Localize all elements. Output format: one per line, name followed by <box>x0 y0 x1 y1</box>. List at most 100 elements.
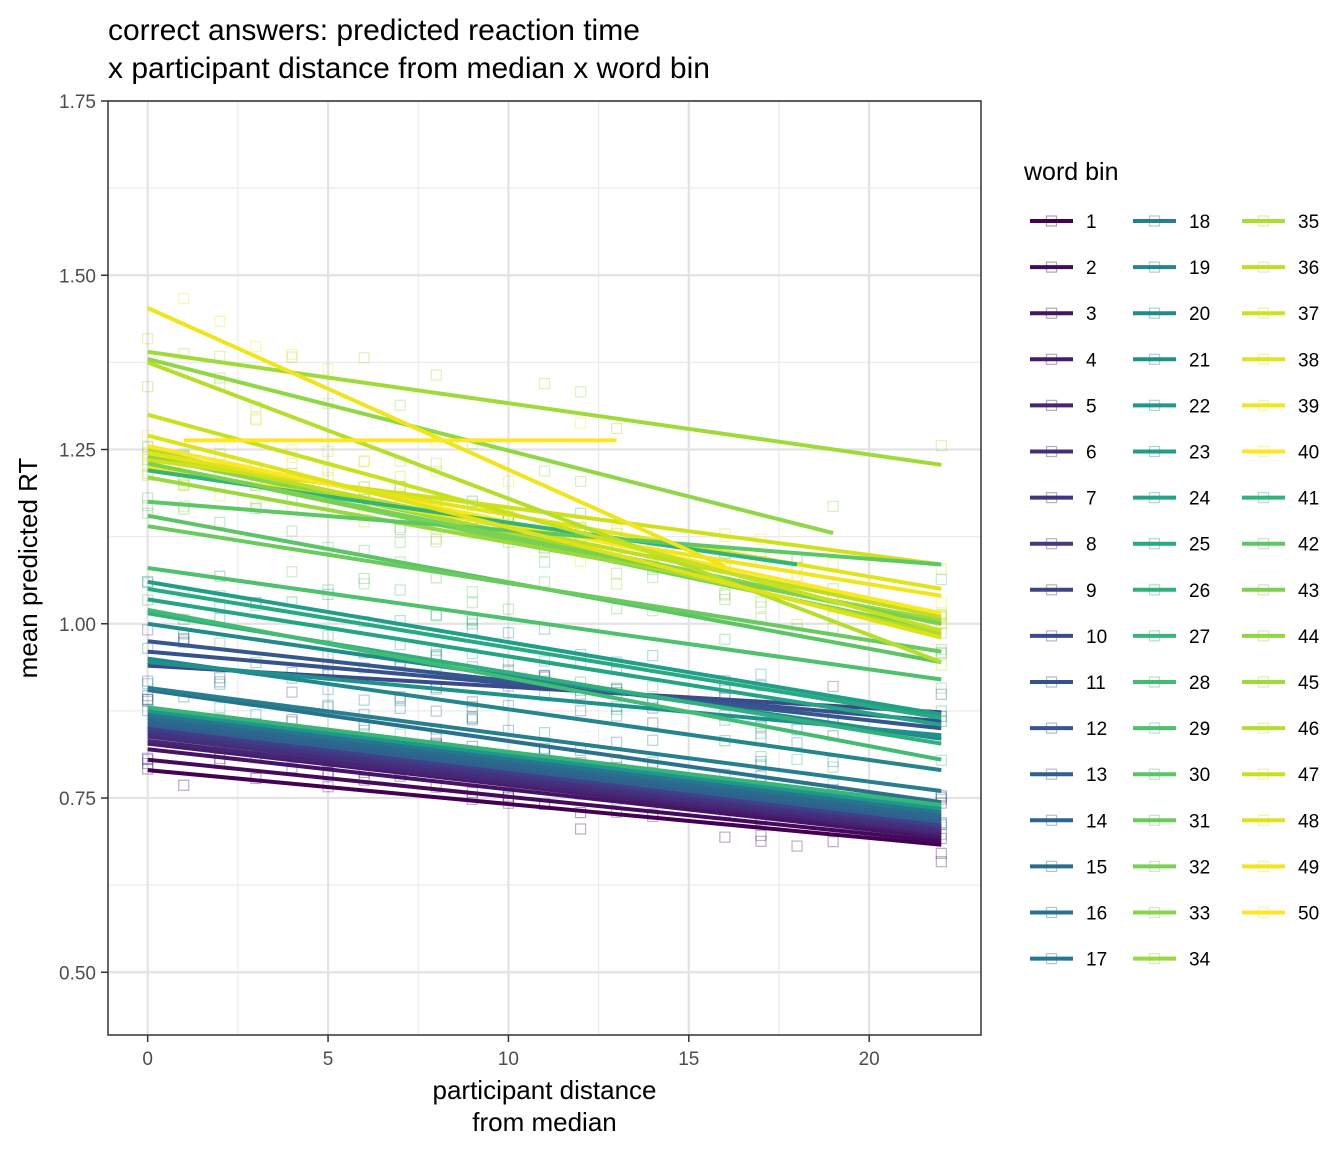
legend-key-point <box>1148 261 1161 273</box>
legend-key-point <box>1257 215 1270 227</box>
series-line-17 <box>147 712 942 814</box>
data-point <box>611 422 623 435</box>
legend-label: 15 <box>1086 857 1107 878</box>
legend-item: 19 <box>1133 258 1210 279</box>
data-point <box>358 662 370 674</box>
x-axis-title: participant distance <box>432 1075 656 1105</box>
series-line-5 <box>147 738 942 835</box>
legend-key-point <box>1045 952 1058 965</box>
data-point <box>755 750 767 763</box>
series-line-15 <box>147 715 942 818</box>
legend-key-point <box>1148 860 1161 873</box>
data-point <box>755 601 767 613</box>
series-line-6 <box>147 734 942 833</box>
legend-key-point <box>1045 630 1058 642</box>
legend-key-point <box>1257 353 1270 365</box>
panel-background <box>108 101 981 1035</box>
y-tick-label: 0.50 <box>59 963 96 984</box>
legend-label: 30 <box>1189 765 1210 786</box>
legend-key-point <box>1045 445 1058 458</box>
legend-key-point <box>1045 307 1058 319</box>
series-line-14 <box>147 719 942 821</box>
data-point <box>502 603 515 615</box>
legend-label: 39 <box>1298 396 1319 417</box>
legend-item: 34 <box>1133 950 1211 971</box>
legend-key-point <box>1148 353 1161 365</box>
data-point <box>214 315 226 327</box>
legend-item: 6 <box>1030 443 1097 464</box>
legend-item: 44 <box>1242 627 1320 648</box>
legend-item: 2 <box>1030 258 1097 279</box>
data-point <box>827 761 839 773</box>
legend-key-point <box>1045 906 1058 919</box>
series-line-9 <box>147 724 942 827</box>
legend-item: 32 <box>1133 857 1210 878</box>
legend-label: 49 <box>1298 857 1319 878</box>
data-point <box>430 705 442 717</box>
legend-item: 33 <box>1133 904 1210 925</box>
data-point <box>142 381 154 393</box>
data-point <box>502 475 515 487</box>
legend-key-point <box>1148 814 1161 826</box>
series-line-46 <box>146 360 943 664</box>
data-point <box>647 681 659 693</box>
legend-key-point <box>1148 676 1161 688</box>
legend-label: 24 <box>1189 489 1211 510</box>
data-point <box>358 352 370 364</box>
legend-item: 5 <box>1030 396 1097 417</box>
data-point <box>142 499 154 512</box>
series-line-3 <box>147 747 942 840</box>
series-line-23 <box>147 579 942 717</box>
data-point <box>250 340 262 353</box>
legend-item: 38 <box>1242 350 1319 371</box>
legend-label: 43 <box>1298 581 1319 602</box>
legend-key-point <box>1148 215 1161 227</box>
legend-key-point <box>1257 492 1270 504</box>
x-tick-label: 15 <box>678 1049 699 1070</box>
data-point <box>538 377 551 390</box>
data-point <box>142 693 154 706</box>
series-line-19 <box>147 656 942 773</box>
data-point <box>827 680 839 693</box>
legend-label: 9 <box>1086 581 1097 602</box>
legend-key-point <box>1148 906 1161 919</box>
legend-key-point <box>1045 584 1058 596</box>
data-point <box>178 779 190 791</box>
legend-item: 37 <box>1242 304 1319 325</box>
data-point <box>611 710 623 722</box>
gridlines <box>108 99 981 1035</box>
legend-label: 46 <box>1298 719 1319 740</box>
legend-item: 28 <box>1133 673 1210 694</box>
data-point <box>719 587 731 600</box>
y-axis-title: mean predicted RT <box>13 458 43 679</box>
series-line-43 <box>147 461 942 626</box>
legend-item: 24 <box>1133 489 1211 510</box>
legend-item: 22 <box>1133 396 1210 417</box>
data-point <box>394 584 406 596</box>
legend-label: 42 <box>1298 535 1319 556</box>
legend-item: 30 <box>1133 765 1210 786</box>
data-point <box>611 578 623 590</box>
y-tick-label: 1.00 <box>59 615 96 636</box>
data-point <box>827 500 839 513</box>
data-point <box>719 831 731 843</box>
title-line: x participant distance from median x wor… <box>108 52 710 85</box>
legend-key-point <box>1148 538 1161 550</box>
legend-label: 23 <box>1189 443 1210 464</box>
data-point <box>394 702 406 714</box>
data-point <box>791 753 803 766</box>
legend-label: 32 <box>1189 857 1210 878</box>
data-point <box>142 469 154 482</box>
series-line-16 <box>147 688 942 805</box>
data-point <box>430 610 442 622</box>
legend-item: 35 <box>1242 212 1319 233</box>
data-point <box>935 856 947 868</box>
data-point <box>286 457 298 470</box>
data-point <box>647 734 659 746</box>
data-point <box>935 847 947 859</box>
legend-label: 34 <box>1189 950 1211 971</box>
data-point <box>142 693 154 705</box>
legend-item: 26 <box>1133 581 1210 602</box>
legend-label: 6 <box>1086 443 1097 464</box>
